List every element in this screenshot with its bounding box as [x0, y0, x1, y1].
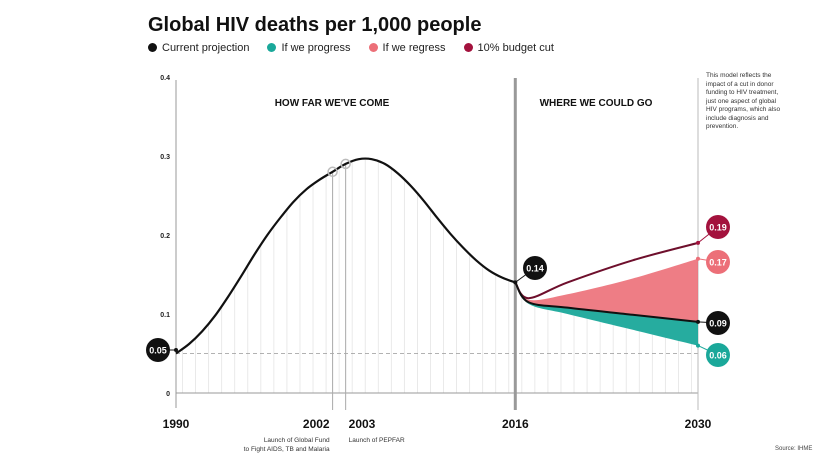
end-label-1-label: 0.06	[709, 351, 727, 361]
history-line	[175, 157, 516, 355]
legend-item-progress: If we progress	[267, 42, 351, 54]
label-1990-badge	[146, 338, 170, 362]
milestone-marker	[327, 166, 338, 178]
x-tick-label: 2016	[502, 417, 529, 431]
end-label-2-point	[696, 256, 700, 261]
label-2016-badge	[523, 256, 547, 280]
end-label-3-label: 0.19	[709, 223, 727, 233]
milestone-marker	[340, 158, 351, 170]
y-tick-label: 0.4	[160, 75, 170, 82]
label-1990-point	[174, 348, 178, 352]
legend-label: If we progress	[281, 42, 351, 54]
legend-label: If we regress	[382, 42, 446, 54]
annotation-pepfar: Launch of PEPFAR	[349, 437, 405, 444]
section-label: WHERE WE COULD GO	[540, 98, 653, 109]
x-tick-label: 2030	[685, 417, 712, 431]
end-label-0-badge	[706, 311, 730, 335]
end-label-0-label: 0.09	[709, 319, 727, 329]
end-label-1-badge	[706, 343, 730, 367]
y-tick-label: 0.3	[160, 154, 170, 161]
end-label-3-point	[696, 240, 700, 245]
x-tick-label: 2002	[303, 417, 330, 431]
legend-swatch	[463, 43, 473, 52]
legend-swatch	[267, 43, 277, 52]
end-label-1-point	[696, 343, 700, 348]
end-label-0-point	[696, 319, 700, 324]
legend-item-regress: If we regress	[368, 42, 446, 54]
legend-label: 10% budget cut	[477, 42, 554, 54]
y-tick-label: 0.1	[160, 312, 170, 319]
label-1990-label: 0.05	[149, 346, 167, 356]
end-label-2-badge	[706, 250, 730, 274]
legend-label: Current projection	[162, 42, 250, 54]
annotation-global-fund: Launch of Global Fund to Fight AIDS, TB a…	[244, 437, 330, 453]
legend-item-budget-cut: 10% budget cut	[463, 42, 554, 54]
x-tick-label: 2003	[349, 417, 376, 431]
model-note: This model reflects the impact of a cut …	[706, 72, 781, 130]
legend-swatch	[368, 43, 378, 52]
x-tick-label: 1990	[163, 417, 190, 431]
legend-swatch	[148, 43, 157, 52]
label-2016-label: 0.14	[526, 264, 544, 274]
chart-title: Global HIV deaths per 1,000 people	[148, 14, 482, 36]
current-projection-line	[514, 281, 699, 323]
source: Source: IHME	[775, 446, 813, 452]
progress-area	[515, 282, 698, 346]
label-2016-point	[513, 280, 518, 285]
legend: Current projection If we progress If we …	[148, 42, 554, 54]
end-label-2-label: 0.17	[709, 258, 727, 268]
section-label: HOW FAR WE'VE COME	[275, 98, 390, 109]
y-tick-label: 0.2	[160, 233, 170, 240]
y-tick-label: 0	[166, 391, 170, 398]
legend-item-current: Current projection	[148, 42, 249, 54]
end-label-3-badge	[706, 215, 730, 239]
